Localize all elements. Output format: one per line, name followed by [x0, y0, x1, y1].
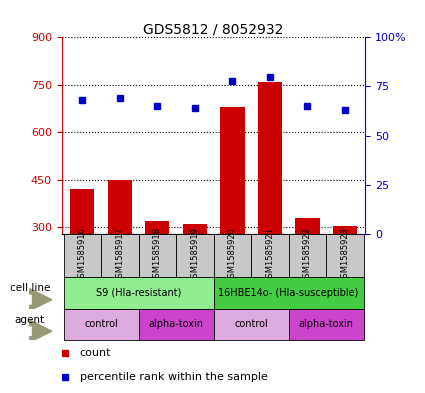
Text: control: control — [234, 319, 268, 329]
FancyArrow shape — [30, 289, 52, 311]
Bar — [176, 234, 214, 277]
Bar — [289, 309, 364, 340]
Bar — [251, 234, 289, 277]
Text: percentile rank within the sample: percentile rank within the sample — [80, 372, 268, 382]
Bar — [139, 309, 213, 340]
Bar — [289, 234, 326, 277]
Text: GSM1585922: GSM1585922 — [303, 228, 312, 283]
Text: count: count — [80, 348, 111, 358]
Text: agent: agent — [15, 314, 45, 325]
Text: alpha-toxin: alpha-toxin — [299, 319, 354, 329]
Bar — [63, 277, 213, 309]
Bar — [214, 277, 364, 309]
Bar — [70, 189, 94, 234]
Bar — [295, 218, 320, 234]
Text: GSM1585917: GSM1585917 — [115, 228, 124, 283]
Bar — [183, 224, 207, 234]
Text: cell line: cell line — [10, 283, 50, 293]
Bar — [220, 107, 244, 234]
Title: GDS5812 / 8052932: GDS5812 / 8052932 — [143, 22, 284, 36]
Bar — [63, 234, 101, 277]
Bar — [258, 82, 282, 234]
Text: S9 (Hla-resistant): S9 (Hla-resistant) — [96, 288, 181, 298]
Text: GSM1585921: GSM1585921 — [265, 228, 274, 283]
Text: GSM1585919: GSM1585919 — [190, 228, 199, 283]
Text: GSM1585918: GSM1585918 — [153, 228, 162, 283]
Text: 16HBE14o- (Hla-susceptible): 16HBE14o- (Hla-susceptible) — [218, 288, 359, 298]
Bar — [326, 234, 364, 277]
Bar — [214, 309, 289, 340]
Text: GSM1585920: GSM1585920 — [228, 228, 237, 283]
Text: GSM1585916: GSM1585916 — [78, 228, 87, 283]
Bar — [108, 180, 132, 234]
Bar — [145, 221, 170, 234]
Bar — [139, 234, 176, 277]
FancyArrow shape — [30, 320, 52, 342]
Bar — [63, 309, 139, 340]
Text: control: control — [84, 319, 118, 329]
Bar — [101, 234, 139, 277]
Bar — [214, 234, 251, 277]
Text: GSM1585923: GSM1585923 — [340, 228, 349, 283]
Bar — [333, 226, 357, 234]
Text: alpha-toxin: alpha-toxin — [149, 319, 204, 329]
